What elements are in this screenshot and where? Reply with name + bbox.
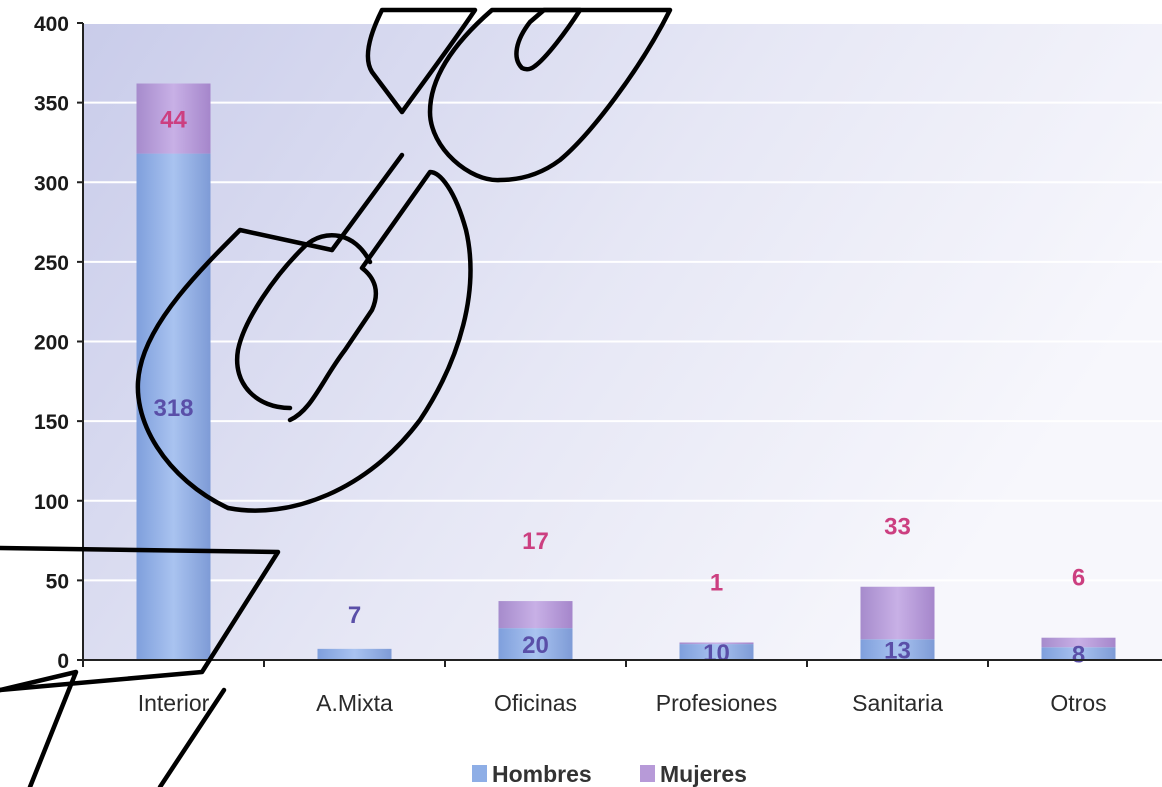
- legend: Hombres Mujeres: [472, 761, 747, 787]
- bar-mujeres-sanitaria: [860, 586, 935, 640]
- y-axis: 0 50 100 150 200 250 300 350 400: [34, 13, 84, 673]
- data-label-hombres: 7: [348, 602, 361, 629]
- data-label-mujeres: 44: [160, 107, 187, 134]
- bar-hombres-profesiones: [679, 644, 754, 660]
- data-label-hombres: 10: [703, 640, 730, 667]
- y-tick-label: 50: [46, 570, 69, 593]
- overlay-marker-scribbles: [0, 7, 673, 787]
- bar-hombres-a-mixta: [317, 648, 392, 660]
- data-label-mujeres: 33: [884, 514, 911, 541]
- bar-mujeres-oficinas: [498, 601, 573, 629]
- legend-swatch-mujeres: [640, 765, 655, 782]
- y-tick-label: 250: [34, 252, 69, 275]
- x-tick-label: Interior: [138, 690, 210, 716]
- x-tick-label: Oficinas: [494, 690, 577, 716]
- bar-hombres-oficinas: [498, 628, 573, 660]
- y-tick-label: 350: [34, 93, 69, 116]
- data-label-mujeres: 17: [522, 528, 549, 555]
- y-tick-label: 150: [34, 411, 69, 434]
- y-tick-label: 0: [57, 650, 69, 673]
- bar-hombres-interior: [136, 153, 211, 660]
- x-tick-label: Sanitaria: [852, 690, 943, 716]
- bar-hombres-sanitaria: [860, 639, 935, 660]
- y-tick-label: 400: [34, 13, 69, 36]
- y-tick-label: 200: [34, 332, 69, 355]
- bar-mujeres-otros: [1041, 637, 1116, 648]
- data-label-hombres: 20: [522, 632, 549, 659]
- bar-mujeres-profesiones: [679, 642, 754, 645]
- data-label-hombres: 318: [153, 395, 193, 422]
- x-tick-label: Otros: [1050, 690, 1106, 716]
- legend-label-hombres: Hombres: [492, 761, 592, 787]
- x-tick-label: A.Mixta: [316, 690, 393, 716]
- bar-mujeres-interior: [136, 83, 211, 154]
- gridlines: [83, 22, 1162, 582]
- bar-hombres-otros: [1041, 647, 1116, 660]
- x-tick-label: Profesiones: [656, 690, 777, 716]
- legend-label-mujeres: Mujeres: [660, 761, 747, 787]
- x-axis: Interior A.Mixta Oficinas Profesiones Sanita…: [82, 659, 1162, 716]
- y-tick-label: 300: [34, 172, 69, 195]
- legend-swatch-hombres: [472, 765, 487, 782]
- y-tick-label: 100: [34, 491, 69, 514]
- data-label-mujeres: 1: [710, 569, 723, 596]
- data-label-mujeres: 6: [1072, 565, 1085, 592]
- data-label-hombres: 8: [1072, 642, 1085, 669]
